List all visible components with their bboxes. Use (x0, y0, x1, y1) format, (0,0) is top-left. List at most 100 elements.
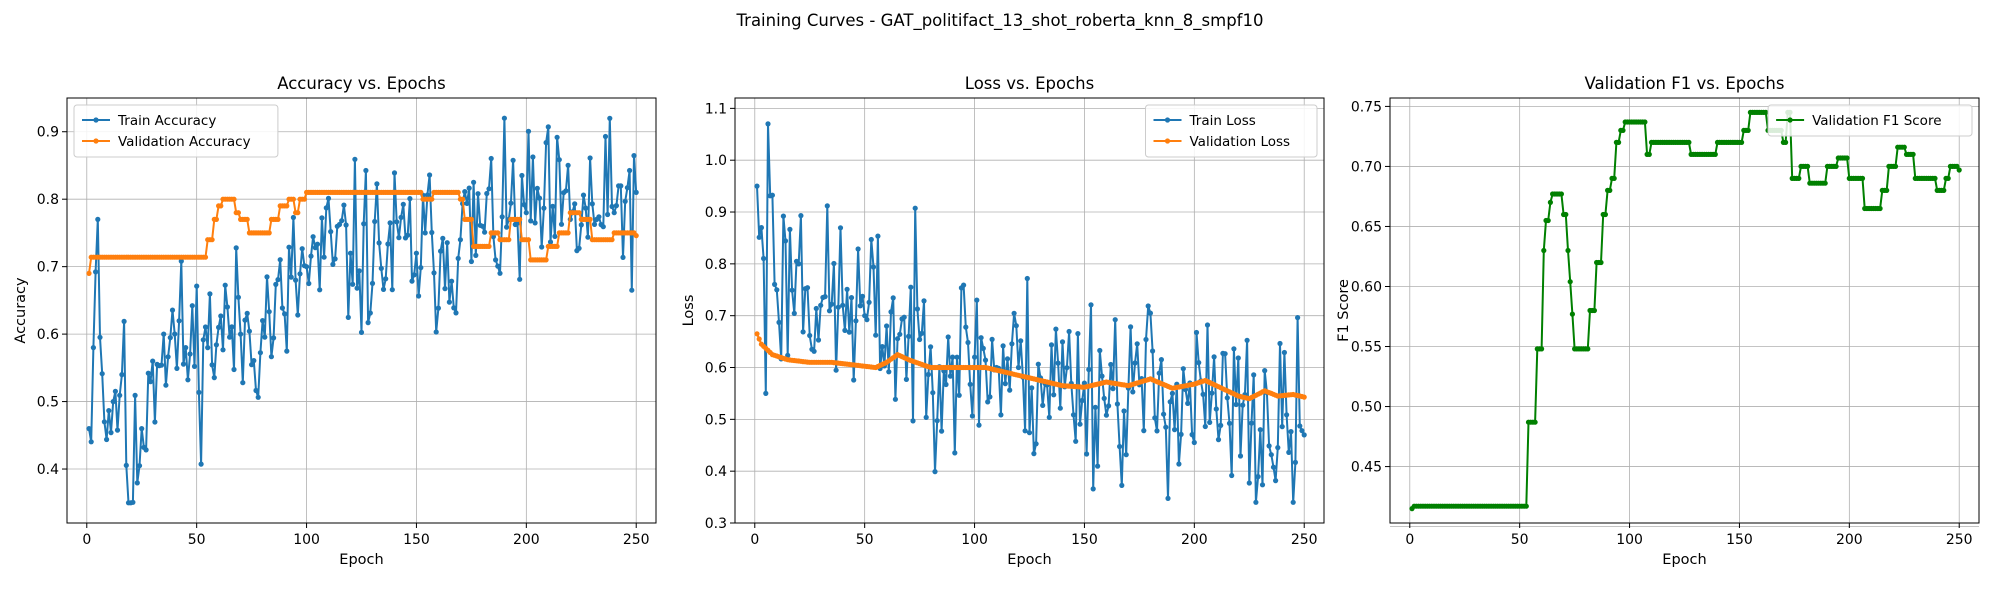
data-point (1222, 351, 1228, 357)
data-point (301, 196, 307, 202)
data-point (422, 230, 428, 236)
data-point (238, 331, 244, 337)
data-point (543, 257, 549, 263)
data-point (1712, 151, 1718, 157)
data-point (158, 362, 165, 368)
data-point (987, 394, 993, 400)
legend-marker (93, 138, 99, 144)
data-point (622, 198, 628, 204)
data-point (1541, 247, 1547, 254)
data-point (1545, 217, 1551, 224)
series-1 (1409, 109, 1962, 512)
data-point (488, 155, 494, 162)
data-point (1301, 394, 1307, 400)
data-point (112, 388, 118, 394)
data-point (365, 320, 371, 326)
data-point (231, 196, 237, 202)
data-point (870, 264, 877, 270)
data-point (165, 354, 171, 360)
chart-panel-2: 0 50 100 150 200 250 0.3 0.4 0.5 0.6 0.7 0.8 0.9 1.0 1… (681, 74, 1325, 568)
x-tick-label: 100 (1616, 532, 1643, 548)
data-point (1035, 361, 1041, 367)
data-point (119, 372, 125, 378)
data-point (295, 312, 301, 318)
data-point (550, 203, 556, 209)
data-point (1591, 307, 1597, 314)
data-point (132, 392, 138, 398)
x-tick-label: 250 (1946, 532, 1973, 548)
data-point (413, 250, 419, 256)
data-point (761, 255, 767, 262)
data-point (989, 336, 995, 342)
data-point (231, 366, 237, 373)
data-point (1143, 336, 1149, 343)
data-point (380, 286, 387, 292)
data-point (323, 205, 329, 211)
data-point (121, 318, 127, 324)
data-point (908, 284, 914, 290)
data-point (1266, 443, 1272, 449)
data-point (1132, 360, 1138, 366)
data-point (457, 237, 463, 243)
data-point (1292, 459, 1298, 465)
data-point (1193, 329, 1200, 336)
data-point (528, 218, 534, 224)
data-point (631, 153, 637, 159)
data-point (824, 203, 830, 209)
y-axis-label: Accuracy (13, 277, 29, 344)
data-point (1055, 360, 1061, 366)
data-point (400, 201, 406, 207)
data-point (1101, 395, 1107, 401)
data-point (93, 269, 99, 275)
data-point (914, 306, 921, 312)
data-point (1910, 151, 1916, 157)
data-point (352, 156, 358, 162)
data-point (1932, 175, 1938, 181)
x-tick-label: 0 (82, 532, 91, 548)
data-point (1152, 415, 1158, 421)
data-point (339, 218, 345, 224)
data-point (1251, 372, 1257, 378)
data-point (1095, 463, 1101, 469)
y-tick-label: 1.0 (705, 153, 727, 169)
data-point (1616, 139, 1622, 145)
legend-box (1767, 104, 1973, 137)
data-point (1270, 464, 1277, 470)
data-point (325, 195, 332, 201)
data-point (525, 128, 532, 134)
legend-label: Train Accuracy (117, 113, 216, 129)
data-point (620, 254, 626, 260)
chart-panel-3: 0 50 100 150 200 250 0.45 0.50 0.55 0.60 0.65 0.70 0… (1336, 74, 1980, 568)
data-point (875, 233, 881, 239)
data-point (310, 234, 316, 240)
x-tick-label: 50 (1511, 532, 1529, 548)
data-point (1279, 424, 1285, 430)
x-tick-label: 250 (1291, 532, 1318, 548)
data-point (235, 294, 241, 300)
data-point (471, 179, 477, 185)
data-point (580, 192, 587, 198)
data-point (1004, 356, 1011, 362)
data-point (851, 377, 857, 383)
data-point (853, 318, 859, 324)
data-point (1167, 399, 1173, 405)
data-point (1114, 401, 1120, 407)
data-point (257, 350, 263, 356)
data-point (1165, 495, 1171, 501)
data-point (842, 327, 848, 333)
data-point (969, 413, 976, 419)
data-point (1048, 342, 1055, 348)
data-point (345, 314, 351, 320)
data-point (1547, 199, 1553, 205)
data-point (791, 310, 797, 316)
y-tick-label: 0.55 (1351, 340, 1382, 356)
data-point (798, 213, 804, 219)
data-point (279, 305, 285, 311)
plot-frame (66, 97, 657, 524)
data-point (1859, 175, 1866, 181)
data-point (756, 336, 762, 342)
data-point (387, 220, 393, 226)
data-point (923, 414, 929, 420)
data-point (517, 216, 523, 222)
data-point (266, 309, 272, 315)
